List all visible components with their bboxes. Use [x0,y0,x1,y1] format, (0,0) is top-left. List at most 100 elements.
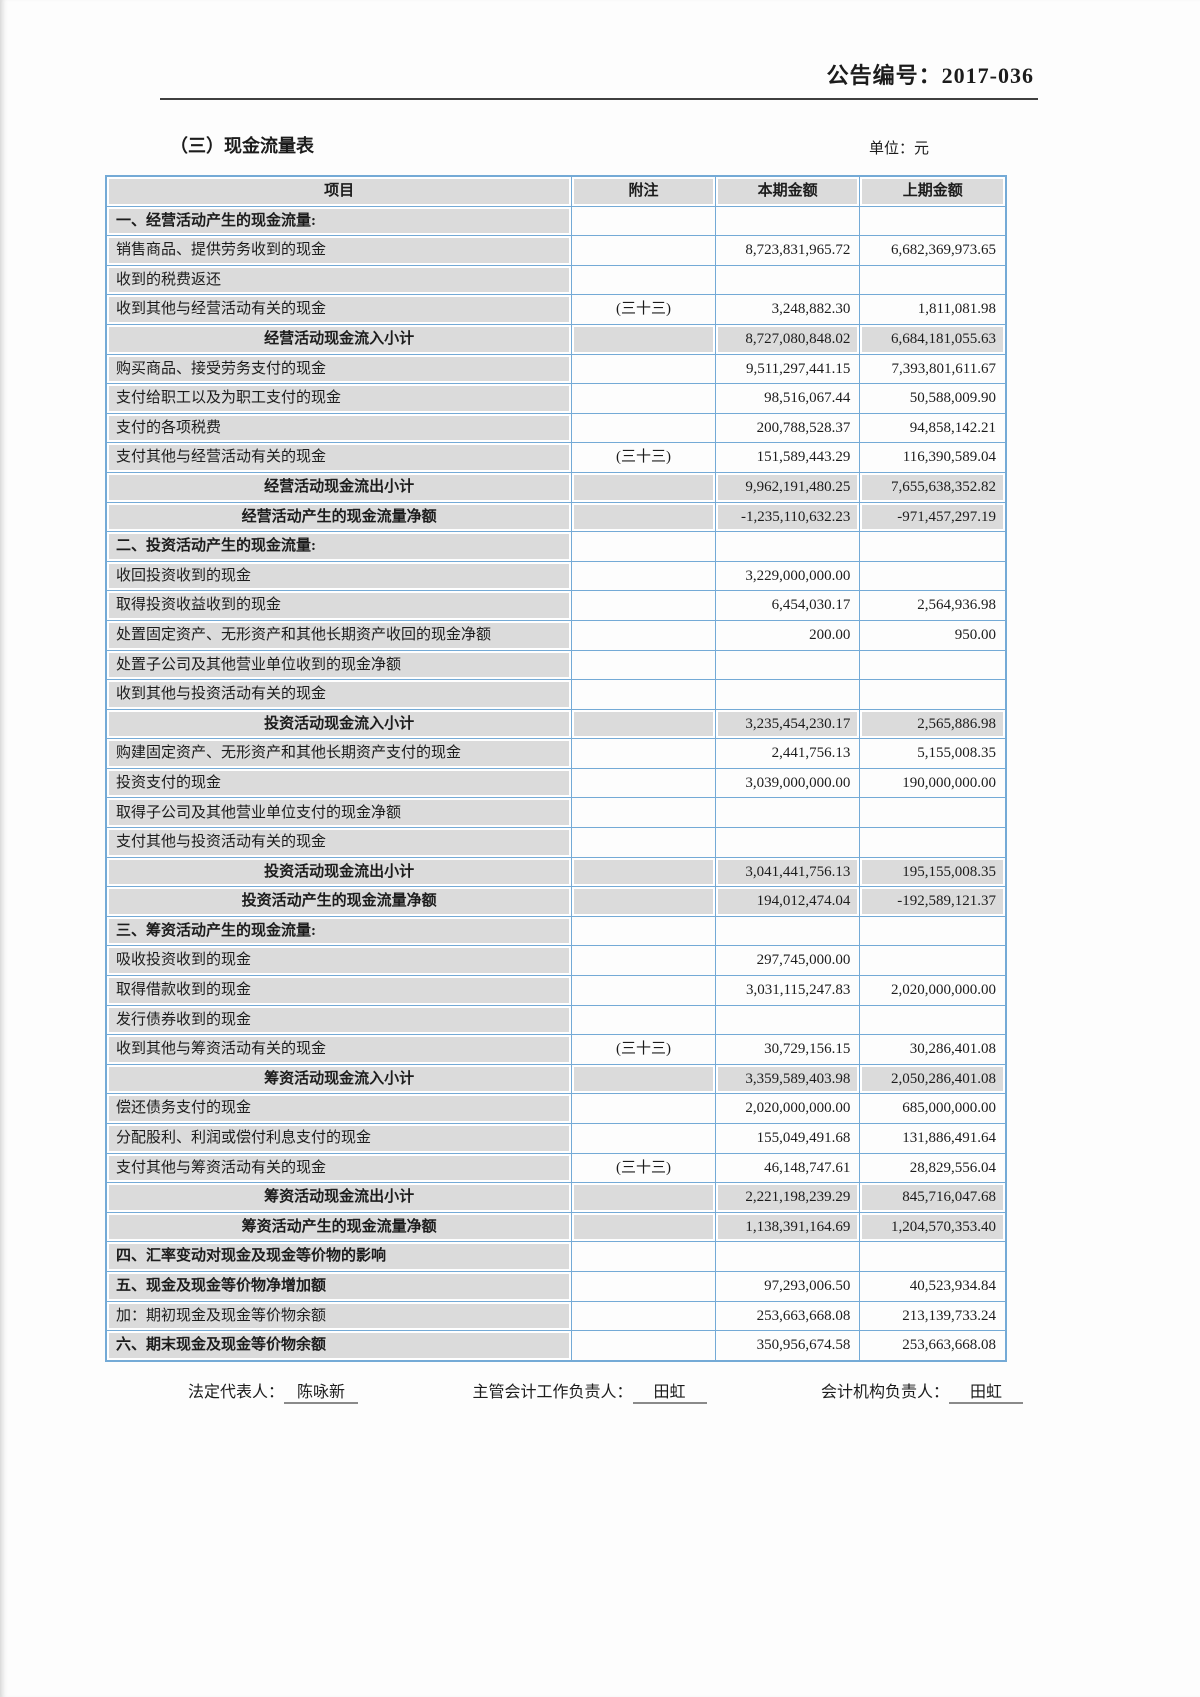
header-prior-amount: 上期金额 [860,177,1005,207]
table-row: 收到其他与筹资活动有关的现金 (三十三) 30,729,156.15 30,286,4… [107,1035,1005,1065]
item-cell: 投资支付的现金 [107,768,573,799]
item-cell: 三、筹资活动产生的现金流量: [107,916,573,947]
table-row: 投资活动产生的现金流量净额 194,012,474.04 -192,589,121.… [107,887,1005,917]
note-cell [572,413,716,444]
chief-accountant-name: 田虹 [632,1378,707,1404]
note-cell [572,265,716,296]
prior-amount-cell: 2,050,286,401.08 [860,1064,1005,1095]
current-amount-cell: 155,049,491.68 [715,1124,861,1154]
table-row: 筹资活动现金流出小计 2,221,198,239.29 845,716,047.68 [107,1183,1005,1213]
item-cell: 销售商品、提供劳务收到的现金 [107,236,573,266]
note-cell [572,976,716,1006]
note-cell [572,887,716,917]
prior-amount-cell: 2,565,886.98 [860,709,1005,740]
prior-amount-cell: 253,663,668.08 [902,1337,996,1354]
current-amount-cell: 98,516,067.44 [715,384,861,414]
item-cell: 一、经营活动产生的现金流量: [107,206,573,237]
item-cell: 偿还债务支付的现金 [107,1094,573,1124]
current-amount-cell: 9,962,191,480.25 [715,472,861,503]
table-row: 经营活动现金流入小计 8,727,080,848.02 6,684,181,055.… [107,324,1005,355]
prior-amount-cell: 845,716,047.68 [860,1183,1005,1213]
prior-amount-cell [860,562,1005,592]
item-cell: 处置子公司及其他营业单位收到的现金净额 [107,650,573,681]
note-cell [572,709,716,740]
table-row: 支付其他与经营活动有关的现金 (三十三) 151,589,443.29 116,390… [107,443,1005,473]
table-row: 三、筹资活动产生的现金流量: [107,916,1005,947]
table-row: 一、经营活动产生的现金流量: [107,206,1005,237]
prior-amount-cell: 685,000,000.00 [860,1094,1005,1124]
current-amount-cell: 6,454,030.17 [715,591,861,621]
note-cell [572,828,716,858]
note-cell: (三十三) [572,443,716,473]
table-row: 支付给职工以及为职工支付的现金 98,516,067.44 50,588,009.9… [107,384,1005,414]
item-cell: 取得投资收益收到的现金 [107,591,573,621]
current-amount-cell: 1,138,391,164.69 [715,1212,861,1243]
prior-amount-cell [860,798,1005,829]
table-row: 二、投资活动产生的现金流量: [107,532,1005,562]
table-row: 分配股利、利润或偿付利息支付的现金 155,049,491.68 131,886,4… [107,1124,1005,1154]
table-row: 收回投资收到的现金 3,229,000,000.00 [107,561,1005,592]
current-amount-cell [715,532,861,562]
item-cell: 购建固定资产、无形资产和其他长期资产支付的现金 [107,739,573,769]
item-cell: 四、汇率变动对现金及现金等价物的影响 [107,1242,573,1272]
note-cell [572,1183,716,1213]
item-cell: 投资活动产生的现金流量净额 [107,887,573,917]
current-amount-cell [715,1005,861,1036]
current-amount-cell: 2,020,000,000.00 [715,1094,861,1124]
item-cell: 筹资活动现金流入小计 [107,1064,573,1095]
table-row: 处置子公司及其他营业单位收到的现金净额 [107,650,1005,681]
accounting-dept-head: 会计机构负责人： 田虹 [821,1378,1023,1404]
table-row: 投资活动现金流出小计 3,041,441,756.13 195,155,008.35 [107,857,1005,888]
table-row: 投资支付的现金 3,039,000,000.00 190,000,000.00 [107,768,1005,799]
note-cell [572,680,716,710]
table-row: 支付其他与筹资活动有关的现金 (三十三) 46,148,747.61 28,829,5… [107,1153,1005,1184]
announcement-number: 公告编号：2017-036 [826,63,1034,88]
prior-amount-cell: 950.00 [860,621,1005,651]
current-amount-cell: 3,031,115,247.83 [715,976,861,1006]
table-row: 经营活动现金流出小计 9,962,191,480.25 7,655,638,352.… [107,472,1005,503]
item-cell: 购买商品、接受劳务支付的现金 [107,354,573,385]
current-amount-cell: 3,235,454,230.17 [715,709,861,740]
legal-representative-label: 法定代表人： [188,1384,285,1401]
item-cell: 加：期初现金及现金等价物余额 [107,1301,573,1332]
item-cell: 收到的税费返还 [107,265,573,296]
note-cell [572,384,716,414]
table-row: 经营活动产生的现金流量净额 -1,235,110,632.23 -971,457,2… [107,502,1005,533]
item-cell: 经营活动产生的现金流量净额 [107,502,573,533]
prior-amount-cell: 6,682,369,973.65 [860,236,1005,266]
item-cell: 支付其他与经营活动有关的现金 [107,443,573,473]
note-cell [572,1124,716,1154]
item-cell: 收回投资收到的现金 [107,561,573,592]
table-row: 六、期末现金及现金等价物余额 350,956,674.58 253,663,668.… [107,1331,1005,1360]
table-row: 偿还债务支付的现金 2,020,000,000.00 685,000,000.00 [107,1094,1005,1124]
prior-amount-cell [860,1242,1005,1272]
current-amount-cell: 3,248,882.30 [715,295,861,325]
note-cell [572,946,716,977]
accounting-dept-head-name: 田虹 [948,1378,1023,1404]
table-row: 取得子公司及其他营业单位支付的现金净额 [107,798,1005,829]
item-cell: 吸收投资收到的现金 [107,946,573,977]
current-amount-cell [715,206,861,237]
prior-amount-cell [860,946,1005,977]
table-header-row: 项目 附注 本期金额 上期金额 [107,177,1005,207]
prior-amount-cell: 1,204,570,353.40 [860,1212,1005,1243]
item-cell: 五、现金及现金等价物净增加额 [107,1271,573,1302]
prior-amount-cell [860,917,1005,947]
accounting-dept-head-label: 会计机构负责人： [820,1384,949,1401]
note-cell [572,591,716,621]
prior-amount-cell [860,680,1005,710]
prior-amount-cell: 30,286,401.08 [860,1035,1005,1065]
table-row: 发行债券收到的现金 [107,1005,1005,1036]
note-cell: (三十三) [572,1153,716,1184]
table-row: 支付的各项税费 200,788,528.37 94,858,142.21 [107,413,1005,444]
item-cell: 经营活动现金流出小计 [107,472,573,503]
current-amount-cell [715,798,861,829]
prior-amount-cell [860,266,1005,296]
note-cell [572,1331,716,1360]
current-amount-cell: 9,511,297,441.15 [715,354,861,385]
note-cell [572,798,716,829]
prior-amount-cell: 190,000,000.00 [860,769,1005,799]
cash-flow-table: 项目 附注 本期金额 上期金额 一、经营活动产生的现金流量: 销售商品、提供劳务收… [105,175,1007,1362]
table-row: 购建固定资产、无形资产和其他长期资产支付的现金 2,441,756.13 5,155… [107,739,1005,769]
